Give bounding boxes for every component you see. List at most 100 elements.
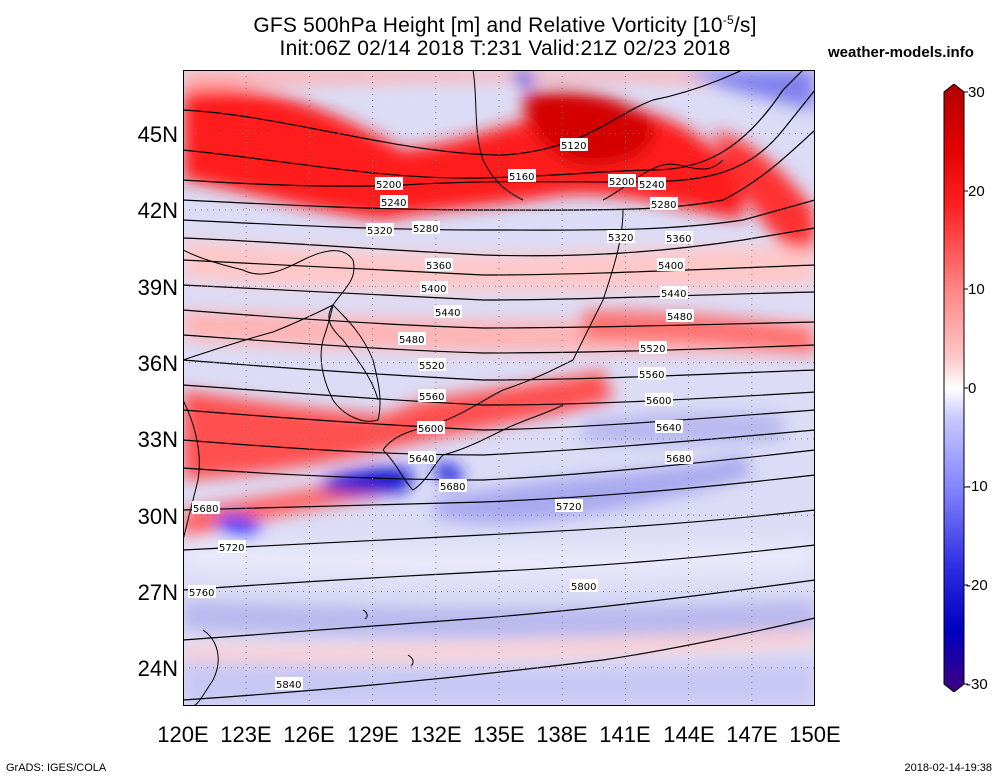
contour-label-5560-east: 5560 — [638, 367, 666, 381]
contour-label-5640-east: 5640 — [655, 420, 683, 434]
lat-label-36n: 36N — [137, 351, 178, 376]
svg-text:5520: 5520 — [419, 361, 444, 372]
contour-labels: 5120 5160 5200 5200 5240 5240 5280 5280 … — [188, 138, 694, 691]
coastlines — [183, 70, 724, 706]
footer-timestamp: 2018-02-14-19:38 — [904, 762, 992, 774]
svg-text:5440: 5440 — [435, 308, 460, 319]
contour-label-5400: 5400 — [420, 281, 448, 295]
contour-label-5320: 5320 — [366, 223, 394, 237]
lon-label-129e: 129E — [347, 722, 399, 747]
lat-label-39n: 39N — [137, 275, 178, 300]
lat-label-42n: 42N — [137, 198, 178, 223]
svg-text:5240: 5240 — [381, 198, 406, 209]
contour-label-5480: 5480 — [398, 332, 426, 346]
contour-label-5720: 5720 — [555, 499, 583, 513]
lon-label-144e: 144E — [663, 722, 715, 747]
lon-label-132e: 132E — [410, 722, 462, 747]
contour-label-5560: 5560 — [418, 389, 446, 403]
colorbar-scale — [943, 84, 965, 692]
lat-label-27n: 27N — [137, 580, 178, 605]
contour-label-5400-east: 5400 — [657, 258, 685, 272]
lon-label-138e: 138E — [536, 722, 588, 747]
svg-text:5240: 5240 — [639, 180, 664, 191]
lat-lon-grid — [183, 70, 815, 706]
svg-text:5400: 5400 — [658, 261, 683, 272]
svg-text:5320: 5320 — [608, 233, 633, 244]
contour-label-5760: 5760 — [188, 585, 216, 599]
contour-label-5200-east: 5200 — [608, 174, 636, 188]
colorbar-ticks — [964, 91, 968, 685]
map-title-line2: Init:06Z 02/14 2018 T:231 Valid:21Z 02/2… — [279, 37, 731, 60]
contour-label-5280-east: 5280 — [650, 197, 678, 211]
svg-text:5720: 5720 — [556, 502, 581, 513]
colorbar-label-20: 20 — [968, 183, 985, 200]
svg-text:5480: 5480 — [399, 335, 424, 346]
svg-text:5680: 5680 — [193, 504, 218, 515]
svg-text:5280: 5280 — [651, 200, 676, 211]
svg-text:5600: 5600 — [646, 396, 671, 407]
contour-label-5680-west: 5680 — [192, 501, 220, 515]
colorbar-label-neg20: -20 — [966, 577, 988, 594]
svg-text:5320: 5320 — [367, 226, 392, 237]
colorbar-label-neg10: -10 — [966, 478, 988, 495]
lon-label-135e: 135E — [473, 722, 525, 747]
contour-label-5680-east: 5680 — [665, 451, 693, 465]
svg-text:5440: 5440 — [661, 289, 686, 300]
svg-text:5360: 5360 — [426, 261, 451, 272]
lon-label-141e: 141E — [599, 722, 651, 747]
lon-label-150e: 150E — [789, 722, 841, 747]
svg-text:5840: 5840 — [276, 680, 301, 691]
svg-text:5720: 5720 — [219, 543, 244, 554]
svg-text:5120: 5120 — [561, 141, 586, 152]
contour-label-5480-east: 5480 — [666, 309, 694, 323]
colorbar-label-30: 30 — [968, 84, 985, 101]
colorbar-label-0: 0 — [968, 380, 977, 397]
contour-label-5320-east: 5320 — [607, 230, 635, 244]
site-brand: weather-models.info — [828, 44, 974, 61]
svg-text:5200: 5200 — [376, 180, 401, 191]
lon-label-147e: 147E — [726, 722, 778, 747]
svg-text:5160: 5160 — [509, 172, 534, 183]
svg-text:5400: 5400 — [421, 284, 446, 295]
svg-text:5480: 5480 — [667, 312, 692, 323]
footer-credit: GrADS: IGES/COLA — [6, 762, 107, 774]
contour-label-5600-east: 5600 — [645, 393, 673, 407]
contour-label-5160: 5160 — [508, 169, 536, 183]
colorbar — [943, 84, 968, 692]
contour-label-5520: 5520 — [418, 358, 446, 372]
svg-text:5640: 5640 — [409, 454, 434, 465]
svg-text:5640: 5640 — [656, 423, 681, 434]
svg-text:5800: 5800 — [571, 582, 596, 593]
lon-label-126e: 126E — [283, 722, 335, 747]
lon-label-123e: 123E — [220, 722, 272, 747]
lat-label-30n: 30N — [137, 504, 178, 529]
svg-text:5760: 5760 — [189, 588, 214, 599]
lat-label-24n: 24N — [137, 656, 178, 681]
svg-text:5560: 5560 — [639, 370, 664, 381]
contour-label-5840: 5840 — [275, 677, 303, 691]
contour-label-5520-east: 5520 — [639, 341, 667, 355]
svg-text:5360: 5360 — [666, 234, 691, 245]
contour-label-5800: 5800 — [570, 579, 598, 593]
contour-label-5120: 5120 — [560, 138, 588, 152]
map-title-line1: GFS 500hPa Height [m] and Relative Vorti… — [253, 13, 757, 37]
contour-label-5240: 5240 — [380, 195, 408, 209]
svg-text:5280: 5280 — [413, 224, 438, 235]
lat-label-33n: 33N — [137, 427, 178, 452]
svg-text:5520: 5520 — [640, 344, 665, 355]
contour-label-5680: 5680 — [439, 479, 467, 493]
contour-label-5240-east: 5240 — [638, 177, 666, 191]
contour-label-5600: 5600 — [417, 421, 445, 435]
contour-label-5360: 5360 — [425, 258, 453, 272]
contour-label-5360-east: 5360 — [665, 231, 693, 245]
lon-label-120e: 120E — [157, 722, 209, 747]
weather-map: 5120 5160 5200 5200 5240 5240 5280 5280 … — [183, 70, 815, 706]
contour-label-5720-west: 5720 — [218, 540, 246, 554]
colorbar-label-10: 10 — [968, 281, 985, 298]
contour-label-5440-east: 5440 — [660, 286, 688, 300]
contour-label-5640: 5640 — [408, 451, 436, 465]
colorbar-label-neg30: -30 — [966, 676, 988, 693]
contour-label-5440: 5440 — [434, 305, 462, 319]
svg-text:5200: 5200 — [609, 177, 634, 188]
svg-text:5600: 5600 — [418, 424, 443, 435]
